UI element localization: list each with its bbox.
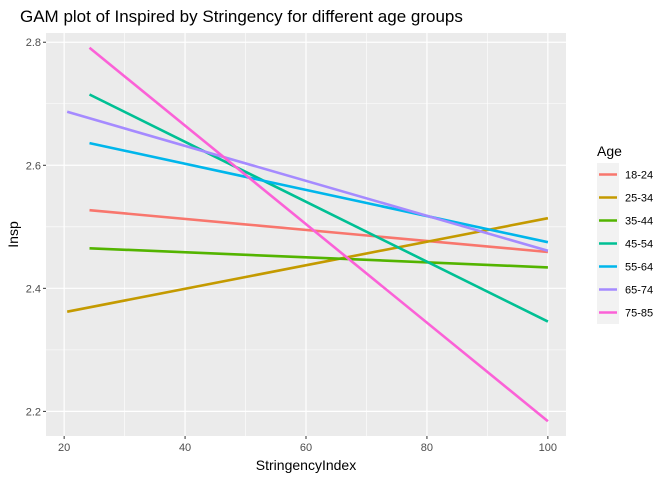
legend-label: 55-64	[625, 262, 653, 274]
y-tick-label: 2.6	[26, 160, 41, 172]
x-tick-label: 20	[58, 442, 70, 454]
legend-label: 35-44	[625, 216, 653, 228]
series-line-75-85	[88, 46, 549, 423]
chart-title: GAM plot of Inspired by Stringency for d…	[20, 7, 463, 26]
series-line-18-24	[89, 208, 549, 254]
series-line-65-74	[66, 110, 549, 253]
y-tick-label: 2.8	[26, 37, 41, 49]
x-tick-label: 40	[179, 442, 191, 454]
grid-major	[46, 33, 566, 436]
y-tick-label: 2.4	[26, 283, 41, 295]
legend-label: 65-74	[625, 285, 653, 297]
series-line-55-64	[89, 141, 549, 244]
series-lines	[66, 46, 549, 423]
x-axis-title: StringencyIndex	[256, 457, 356, 473]
y-tick-label: 2.2	[26, 406, 41, 418]
legend-title: Age	[597, 143, 622, 159]
series-line-25-34	[66, 216, 549, 313]
x-tick-label: 80	[421, 442, 433, 454]
legend: Age 18-24 25-34 35-44 45-54 55-64 65-74 75-85	[597, 143, 653, 324]
x-tick-label: 60	[300, 442, 312, 454]
series-line-45-54	[88, 93, 549, 323]
legend-label: 75-85	[625, 308, 653, 320]
x-axis: 20 40 60 80 100	[58, 436, 557, 454]
series-line-35-44	[89, 247, 548, 269]
legend-label: 45-54	[625, 239, 653, 251]
y-axis: 2.2 2.4 2.6 2.8	[26, 37, 46, 418]
x-tick-label: 100	[539, 442, 557, 454]
y-axis-title: Insp	[5, 221, 21, 248]
legend-label: 25-34	[625, 193, 653, 205]
legend-label: 18-24	[625, 170, 653, 182]
